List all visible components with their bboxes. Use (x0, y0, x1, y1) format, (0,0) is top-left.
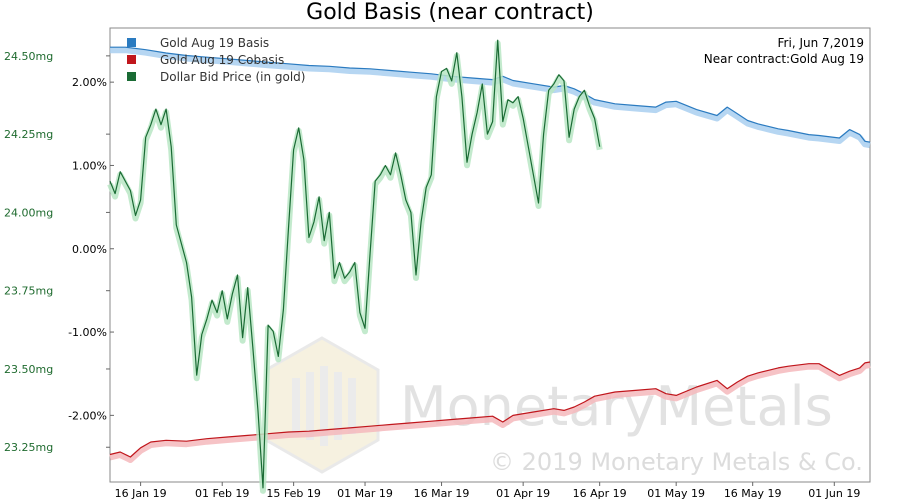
x-tick-label: 16 Jan 19 (115, 487, 167, 500)
dollar-series-line (109, 39, 601, 489)
left-tick-label: 23.50mg (4, 363, 53, 376)
left-axis: 24.50mg 24.25mg 24.00mg 23.75mg 23.50mg 23.25… (4, 50, 110, 454)
legend-swatch-basis (127, 38, 136, 47)
chart-title: Gold Basis (near contract) (306, 0, 594, 25)
legend: Gold Aug 19 Basis Gold Aug 19 Cobasis Do… (127, 36, 305, 84)
plot-area (109, 27, 871, 483)
cobasis-series-glow (109, 362, 871, 463)
x-tick-label: 15 Feb 19 (266, 487, 320, 500)
annotation-contract: Near contract:Gold Aug 19 (704, 52, 864, 66)
x-tick-label: 16 Mar 19 (414, 487, 470, 500)
percent-tick-label: -1.00% (68, 326, 107, 339)
x-tick-label: 01 Jun 19 (808, 487, 860, 500)
legend-label-dollar: Dollar Bid Price (in gold) (160, 70, 305, 84)
legend-swatch-cobasis (127, 55, 136, 64)
x-tick-label: 16 Apr 19 (573, 487, 627, 500)
percent-tick-label: -2.00% (68, 409, 107, 422)
right-axis: 2.00% 1.00% 0.00% -1.00% -2.00% (68, 76, 114, 422)
series-layer (107, 39, 871, 494)
x-tick-label: 01 Apr 19 (496, 487, 550, 500)
watermark-copyright: © 2019 Monetary Metals & Co. (490, 448, 863, 476)
x-tick-label: 01 Mar 19 (337, 487, 393, 500)
watermark-brand: MonetaryMetals (400, 375, 833, 438)
x-tick-label: 01 Feb 19 (195, 487, 249, 500)
x-tick-label: 01 May 19 (647, 487, 705, 500)
x-tick-label: 16 May 19 (724, 487, 782, 500)
annotation-date: Fri, Jun 7,2019 (778, 36, 864, 50)
watermark-logo (264, 336, 380, 474)
left-tick-label: 24.00mg (4, 206, 53, 219)
legend-label-basis: Gold Aug 19 Basis (160, 36, 269, 50)
left-tick-label: 24.25mg (4, 128, 53, 141)
left-tick-label: 24.50mg (4, 50, 53, 63)
percent-tick-label: 1.00% (72, 159, 107, 172)
left-tick-label: 23.75mg (4, 285, 53, 298)
x-axis: 16 Jan 19 01 Feb 19 15 Feb 19 01 Mar 19 16 M… (115, 482, 860, 500)
legend-swatch-dollar (127, 72, 136, 81)
watermark: MonetaryMetals © 2019 Monetary Metals & … (264, 336, 863, 476)
annotation: Fri, Jun 7,2019 Near contract:Gold Aug 1… (704, 36, 864, 66)
percent-tick-label: 0.00% (72, 243, 107, 256)
legend-label-cobasis: Gold Aug 19 Cobasis (160, 53, 284, 67)
cobasis-series-line (109, 361, 871, 458)
left-tick-label: 23.25mg (4, 441, 53, 454)
percent-tick-label: 2.00% (72, 76, 107, 89)
